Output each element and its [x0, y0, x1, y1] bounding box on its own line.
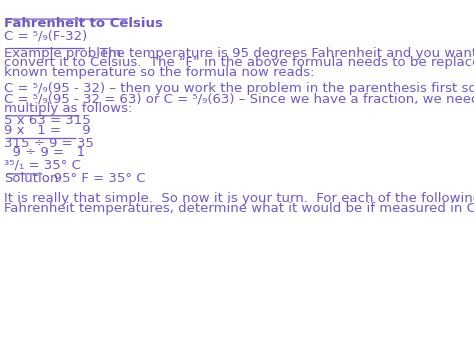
Text: C = ⁵/₉(95 - 32 = 63) or C = ⁵/₉(63) – Since we have a fraction, we need to: C = ⁵/₉(95 - 32 = 63) or C = ⁵/₉(63) – S…	[4, 92, 474, 105]
Text: It is really that simple.  So now it is your turn.  For each of the following te: It is really that simple. So now it is y…	[4, 192, 474, 205]
Text: 9 ÷ 9 =   1: 9 ÷ 9 = 1	[4, 146, 86, 159]
Text: C = ⁵/₉(F-32): C = ⁵/₉(F-32)	[4, 29, 88, 42]
Text: Fahrenheit to Celsius: Fahrenheit to Celsius	[4, 17, 164, 30]
Text: ³⁵/₁ = 35° C: ³⁵/₁ = 35° C	[4, 159, 82, 172]
Text: Fahrenheit temperatures, determine what it would be if measured in Celsius.: Fahrenheit temperatures, determine what …	[4, 201, 474, 215]
Text: :  The temperature is 95 degrees Fahrenheit and you want to: : The temperature is 95 degrees Fahrenhe…	[87, 47, 474, 60]
Text: C = ⁵/₉(95 - 32) – then you work the problem in the parenthesis first so you get: C = ⁵/₉(95 - 32) – then you work the pro…	[4, 82, 474, 95]
Text: 315 ÷ 9 = 35: 315 ÷ 9 = 35	[4, 137, 94, 150]
Text: 5 x 63 = 315: 5 x 63 = 315	[4, 114, 91, 127]
Text: Example problem: Example problem	[4, 47, 121, 60]
Text: convert it to Celsius.  The “F” in the above formula needs to be replaced by our: convert it to Celsius. The “F” in the ab…	[4, 56, 474, 69]
Text: known temperature so the formula now reads:: known temperature so the formula now rea…	[4, 66, 315, 79]
Text: 9 x   1 =     9: 9 x 1 = 9	[4, 124, 91, 137]
Text: : 95° F = 35° C: : 95° F = 35° C	[45, 172, 145, 185]
Text: multiply as follows:: multiply as follows:	[4, 102, 133, 115]
Text: Solution: Solution	[4, 172, 59, 185]
